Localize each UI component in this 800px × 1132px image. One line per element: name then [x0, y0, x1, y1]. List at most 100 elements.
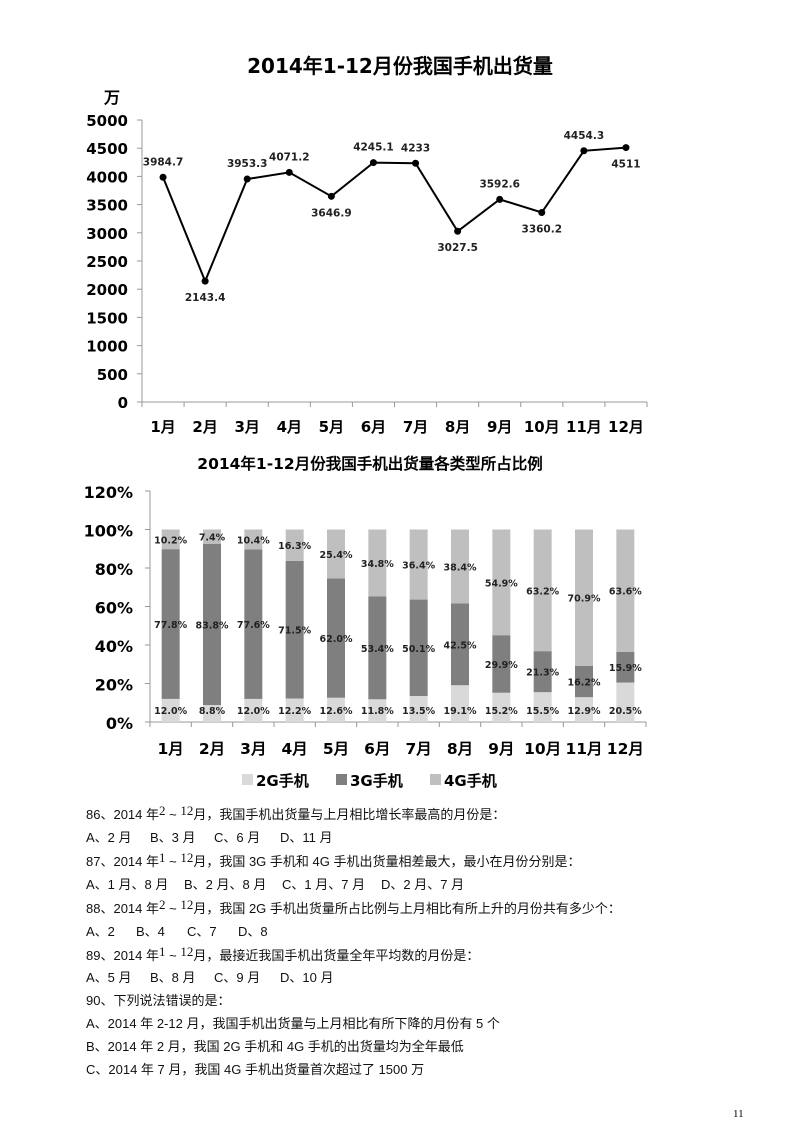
bar-stack: [368, 529, 387, 722]
data-label: 2143.4: [185, 292, 226, 304]
x-tick-label: 11月: [566, 418, 602, 436]
segment-label: 29.9%: [485, 660, 518, 671]
question-89-options: A、5 月 B、8 月 C、9 月 D、10 月: [86, 967, 333, 986]
y-tick-label: 2000: [86, 281, 128, 299]
data-point: [159, 173, 167, 181]
x-tick-label: 4月: [282, 740, 308, 758]
segment-label: 11.8%: [361, 706, 394, 717]
segment-label: 15.9%: [609, 663, 642, 674]
legend-label: 4G手机: [444, 772, 497, 790]
segment-label: 16.2%: [568, 678, 601, 689]
option-a: A、5 月: [86, 970, 132, 985]
bar-segment: [451, 603, 469, 686]
x-tick-label: 10月: [524, 418, 560, 436]
y-tick-label: 1000: [86, 338, 128, 356]
line-chart-title: 2014年1-12月份我国手机出货量: [247, 54, 553, 78]
x-tick-label: 1月: [158, 740, 184, 758]
bar-segment: [244, 698, 263, 722]
y-tick-label: 0: [118, 394, 128, 412]
bar-segment: [368, 529, 387, 597]
bar-stack: [575, 529, 593, 722]
data-point: [201, 277, 209, 285]
option-a: A、2 月: [86, 830, 132, 845]
y-tick-label: 80%: [95, 560, 133, 579]
segment-label: 83.8%: [196, 620, 229, 631]
segment-label: 20.5%: [609, 706, 642, 717]
legend-label: 2G手机: [256, 772, 309, 790]
segment-label: 12.0%: [154, 706, 187, 717]
segment-label: 62.0%: [320, 634, 353, 645]
y-tick-label: 100%: [84, 522, 133, 541]
question-86: 86、2014 年2 ~ 12月，我国手机出货量与上月相比增长率最高的月份是：: [86, 803, 506, 822]
data-point: [243, 175, 251, 183]
segment-label: 10.4%: [237, 536, 270, 547]
y-tick-label: 3000: [86, 225, 128, 243]
segment-label: 12.2%: [278, 706, 311, 717]
segment-label: 15.5%: [526, 706, 559, 717]
data-point: [285, 168, 293, 176]
page-number: 11: [733, 1108, 744, 1120]
option-a: A、1 月、8 月: [86, 877, 169, 892]
bar-segment: [368, 596, 387, 700]
y-tick-label: 4000: [86, 168, 128, 186]
x-tick-label: 8月: [447, 740, 473, 758]
bar-segment: [616, 529, 635, 652]
y-tick-label: 0%: [106, 714, 133, 733]
segment-label: 21.3%: [526, 668, 559, 679]
bar-segment: [161, 549, 180, 699]
segment-label: 19.1%: [444, 706, 477, 717]
option-c: C、1 月、7 月: [282, 877, 366, 892]
bar-segment: [533, 651, 552, 693]
question-86-options: A、2 月 B、3 月 C、6 月 D、11 月: [86, 827, 333, 846]
segment-label: 12.9%: [568, 706, 601, 717]
segment-label: 36.4%: [402, 561, 435, 572]
bar-segment: [203, 705, 221, 722]
bar-segment: [203, 543, 221, 706]
data-label: 4511: [611, 159, 640, 171]
data-label: 4245.1: [353, 142, 394, 154]
x-tick-label: 2月: [192, 418, 217, 436]
option-c: C、7: [187, 924, 217, 939]
x-tick-label: 2月: [199, 740, 225, 758]
bar-segment: [161, 698, 180, 722]
bar-segment: [203, 529, 221, 544]
segment-label: 25.4%: [320, 550, 353, 561]
data-label: 3027.5: [437, 242, 478, 254]
segment-label: 34.8%: [361, 559, 394, 570]
bar-segment: [327, 697, 345, 722]
option-b: B、2 月、8 月: [184, 877, 267, 892]
segment-label: 77.8%: [154, 620, 187, 631]
line-chart: 万 0 500 1000 1500 2000 2500 3000 3500 4000 4500 500…: [86, 88, 648, 436]
bar-stack: [327, 529, 345, 722]
data-point: [327, 192, 335, 200]
legend-label: 3G手机: [350, 772, 403, 790]
x-tick-label: 7月: [406, 740, 432, 758]
bar-stack: [533, 529, 552, 722]
data-label: 4233: [401, 142, 430, 154]
option-d: D、11 月: [280, 830, 333, 845]
segment-label: 63.6%: [609, 587, 642, 598]
x-tick-label: 4月: [277, 418, 302, 436]
segment-label: 38.4%: [444, 562, 477, 573]
bar-segment: [409, 696, 428, 722]
segment-label: 70.9%: [568, 594, 601, 605]
bar-segment: [451, 529, 469, 604]
option-b: B、4: [136, 924, 165, 939]
segment-label: 12.6%: [320, 706, 353, 717]
bar-segment: [492, 635, 511, 693]
question-88-options: A、2 B、4 C、7 D、8: [86, 921, 268, 940]
bar-segment: [368, 699, 387, 722]
question-90: 90、下列说法错误的是：: [86, 993, 231, 1008]
segment-label: 54.9%: [485, 578, 518, 589]
segment-label: 77.6%: [237, 620, 270, 631]
x-tick-label: 6月: [361, 418, 386, 436]
bar-segment: [285, 698, 304, 722]
y-tick-label: 40%: [95, 637, 133, 656]
bar-stack: [285, 529, 304, 722]
segment-label: 42.5%: [444, 640, 477, 651]
x-tick-label: 3月: [240, 740, 266, 758]
bar-stack: [616, 529, 635, 722]
bar-segment: [533, 692, 552, 722]
bar-segment: [616, 651, 635, 683]
stacked-bar-chart: 0% 20% 40% 60% 80% 100% 120% 1月 2月 3月 4月 5月 6月 7月 8月 9月…: [84, 483, 647, 790]
